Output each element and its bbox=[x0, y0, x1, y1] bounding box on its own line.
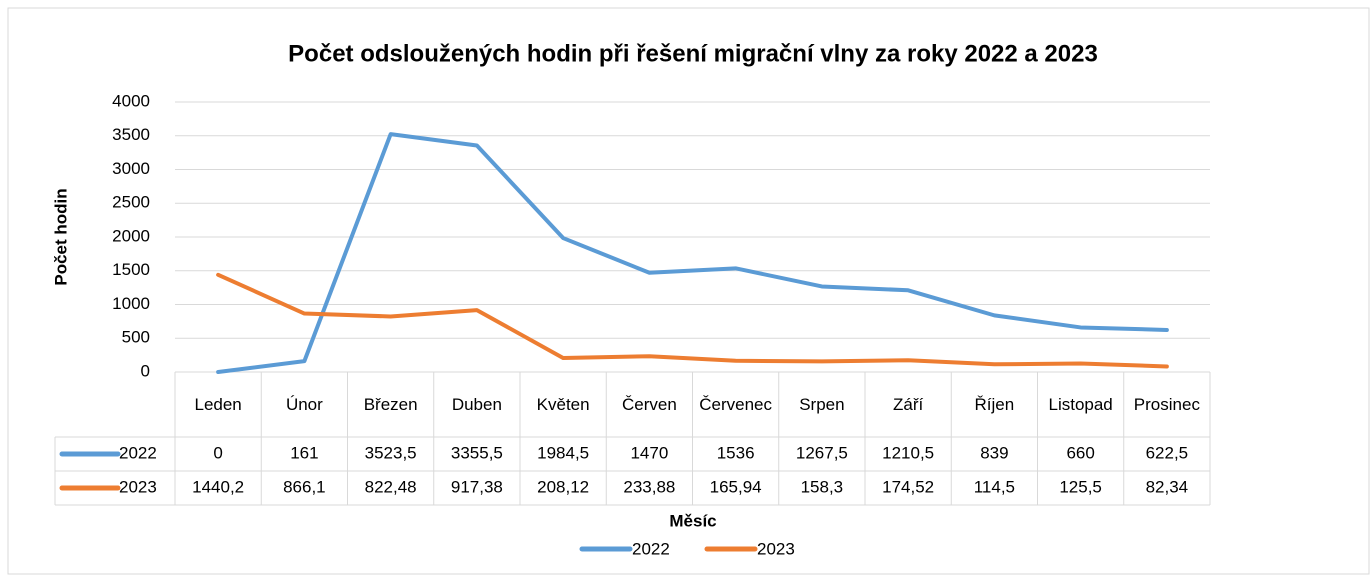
series-line bbox=[216, 132, 1169, 374]
chart-title: Počet odsloužených hodin při řešení migr… bbox=[288, 40, 1098, 67]
x-tick-label: Prosinec bbox=[1133, 395, 1200, 414]
y-tick-label: 2500 bbox=[112, 193, 150, 212]
y-tick-label: 4000 bbox=[112, 91, 150, 110]
table-value: 3523,5 bbox=[365, 443, 417, 462]
y-tick-label: 1000 bbox=[112, 294, 150, 313]
table-value: 1210,5 bbox=[882, 443, 934, 462]
x-tick-label: Únor bbox=[285, 395, 323, 414]
table-series-name: 2022 bbox=[119, 443, 157, 462]
table-value: 233,88 bbox=[623, 477, 675, 496]
table-value: 822,48 bbox=[365, 477, 417, 496]
x-tick-label: Leden bbox=[194, 395, 242, 414]
x-axis-label: Měsíc bbox=[669, 511, 716, 530]
table-value: 161 bbox=[290, 443, 318, 462]
x-tick-label: Listopad bbox=[1048, 395, 1113, 414]
table-value: 660 bbox=[1066, 443, 1094, 462]
table-value: 622,5 bbox=[1146, 443, 1189, 462]
y-tick-label: 0 bbox=[141, 361, 150, 380]
table-value: 174,52 bbox=[882, 477, 934, 496]
table-value: 866,1 bbox=[283, 477, 326, 496]
x-tick-label: Říjen bbox=[974, 395, 1015, 414]
y-tick-label: 3500 bbox=[112, 125, 150, 144]
table-value: 917,38 bbox=[451, 477, 503, 496]
x-tick-label: Květen bbox=[536, 395, 590, 414]
table-value: 165,94 bbox=[710, 477, 762, 496]
x-tick-label: Březen bbox=[363, 395, 418, 414]
legend-label: 2022 bbox=[632, 539, 670, 558]
y-tick-label: 1500 bbox=[112, 260, 150, 279]
x-tick-label: Srpen bbox=[799, 395, 845, 414]
table-value: 1536 bbox=[717, 443, 755, 462]
table-value: 125,5 bbox=[1059, 477, 1102, 496]
table-value: 1267,5 bbox=[796, 443, 848, 462]
x-tick-label: Září bbox=[893, 395, 924, 414]
table-value: 114,5 bbox=[974, 477, 1015, 496]
table-value: 208,12 bbox=[537, 477, 589, 496]
table-value: 0 bbox=[213, 443, 222, 462]
y-tick-label: 500 bbox=[122, 328, 150, 347]
table-value: 3355,5 bbox=[451, 443, 503, 462]
table-value: 1984,5 bbox=[537, 443, 589, 462]
table-value: 82,34 bbox=[1146, 477, 1189, 496]
table-series-name: 2023 bbox=[119, 477, 157, 496]
x-tick-label: Červenec bbox=[699, 395, 772, 414]
table-value: 1470 bbox=[630, 443, 668, 462]
legend-label: 2023 bbox=[757, 539, 795, 558]
series-line bbox=[216, 272, 1169, 369]
x-tick-label: Červen bbox=[621, 395, 677, 414]
table-value: 839 bbox=[980, 443, 1008, 462]
x-tick-label: Duben bbox=[451, 395, 502, 414]
table-value: 1440,2 bbox=[192, 477, 244, 496]
table-value: 158,3 bbox=[801, 477, 844, 496]
y-tick-label: 2000 bbox=[112, 226, 150, 245]
y-tick-label: 3000 bbox=[112, 159, 150, 178]
y-axis-label: Počet hodin bbox=[51, 188, 70, 285]
